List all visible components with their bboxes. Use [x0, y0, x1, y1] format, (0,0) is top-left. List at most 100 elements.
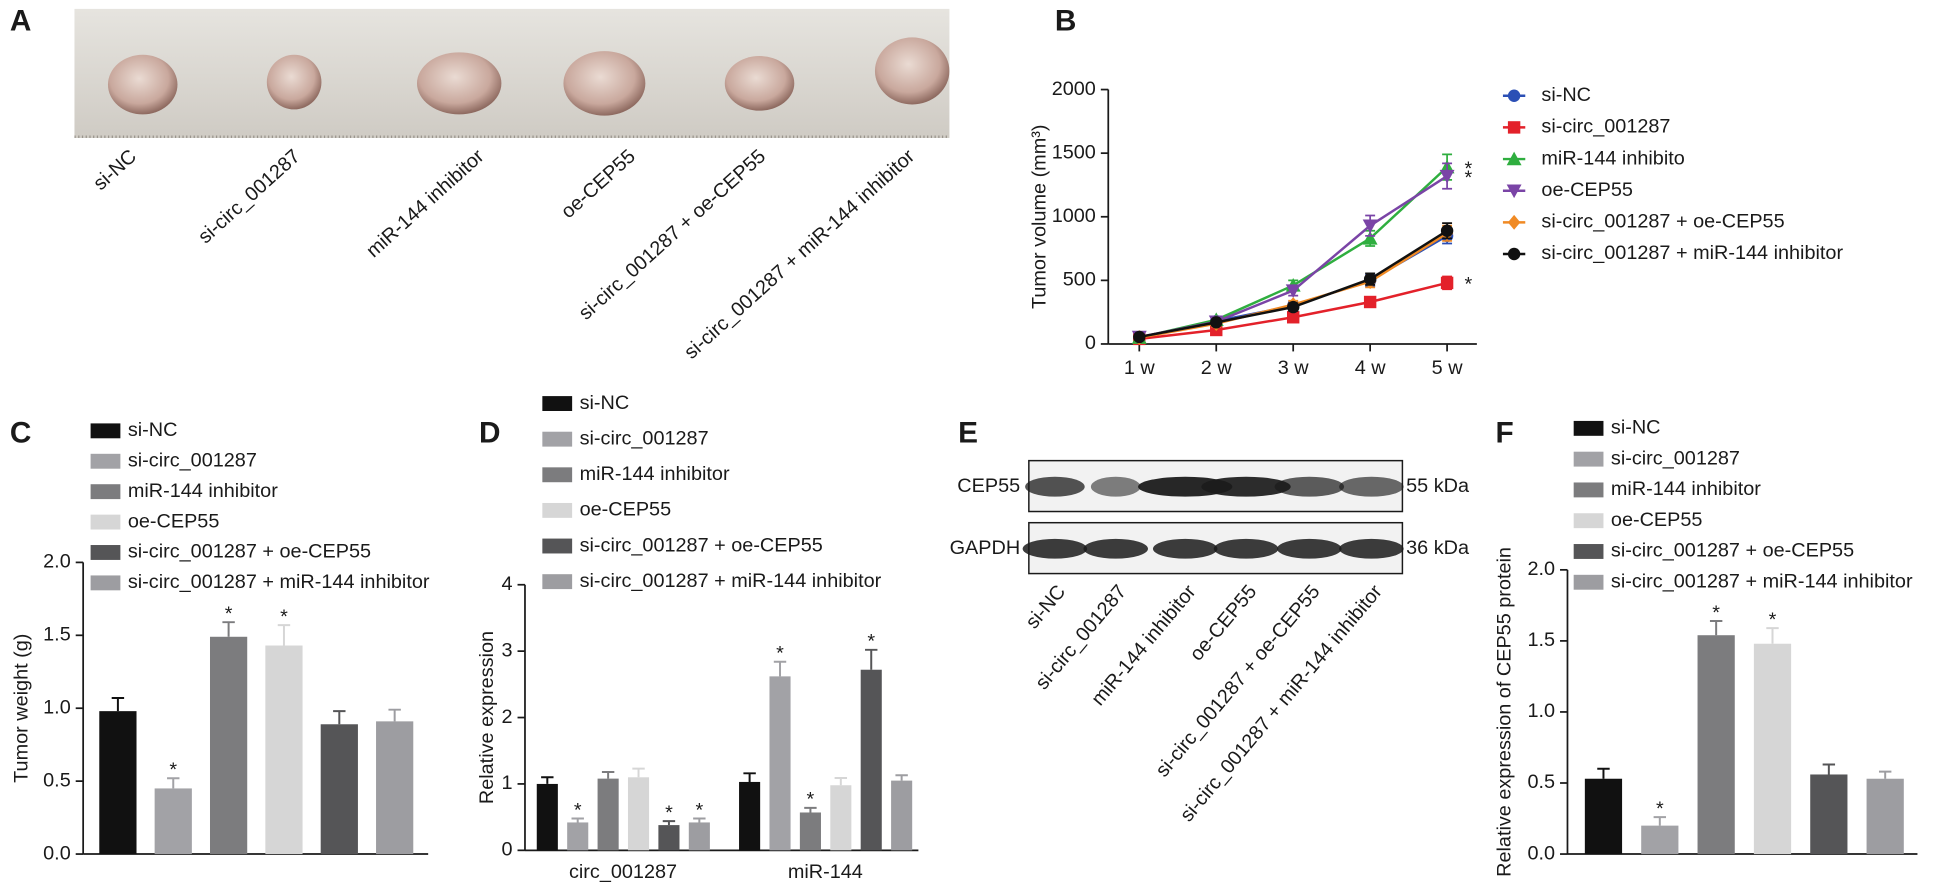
- legend-swatch: [542, 467, 573, 483]
- legend-swatch: [542, 431, 573, 447]
- significance: *: [169, 759, 177, 781]
- legend-swatch: [542, 396, 573, 411]
- legend-label: oe-CEP55: [1611, 509, 1703, 531]
- sample-label: si-NC: [89, 145, 141, 195]
- x-tick-label: 3 w: [1278, 357, 1310, 379]
- band: [1201, 476, 1291, 497]
- bar: [891, 780, 913, 851]
- bar: [830, 785, 852, 851]
- marker: [1286, 311, 1300, 324]
- marker: [1210, 316, 1223, 329]
- y-tick-label: 3: [502, 639, 513, 661]
- significance: *: [1464, 274, 1472, 296]
- y-tick-label: 1.0: [43, 696, 71, 718]
- bar: [627, 777, 650, 851]
- significance: *: [1464, 167, 1472, 189]
- marker: [1133, 330, 1146, 344]
- y-tick-label: 0.0: [43, 842, 71, 864]
- lane-label: si-NC: [1021, 581, 1070, 633]
- x-tick-label: 2 w: [1201, 357, 1233, 379]
- error-bar: [693, 817, 706, 823]
- bar: [536, 783, 558, 851]
- bar: [1866, 778, 1904, 855]
- bar: [567, 822, 589, 851]
- bar: [1810, 774, 1848, 855]
- legend-swatch: [90, 453, 121, 469]
- x-tick-label: circ_001287: [569, 861, 677, 883]
- marker: [1440, 224, 1454, 237]
- legend-label: si-NC: [580, 392, 630, 414]
- error-bar: [571, 817, 584, 823]
- error-bar: [333, 710, 346, 725]
- legend-swatch: [542, 502, 573, 518]
- y-tick-label: 0.5: [43, 769, 71, 791]
- band: [1277, 538, 1342, 559]
- band: [1274, 476, 1345, 497]
- y-tick-label: 1: [502, 772, 513, 794]
- marker: [1440, 276, 1454, 290]
- legend-label: oe-CEP55: [580, 499, 672, 521]
- error-bar: [773, 660, 787, 677]
- legend-label: si-circ_001287: [580, 427, 709, 449]
- marker: [1507, 121, 1521, 134]
- legend-label: si-NC: [1611, 417, 1661, 439]
- error-bar: [1766, 627, 1779, 644]
- marker: [1363, 272, 1377, 286]
- legend-label: oe-CEP55: [1541, 179, 1633, 201]
- legend-label: miR-144 inhibitor: [128, 480, 278, 502]
- error-bar: [601, 770, 615, 779]
- significance: *: [1464, 158, 1472, 180]
- x-tick-label: 5 w: [1432, 357, 1464, 379]
- error-bar: [111, 697, 125, 712]
- panel-label: F: [1495, 416, 1513, 449]
- y-tick-label: 2000: [1052, 78, 1096, 100]
- panel-label: D: [479, 416, 501, 449]
- bar: [209, 636, 248, 855]
- marker: [1507, 247, 1521, 261]
- row-label: CEP55: [957, 475, 1020, 497]
- significance: *: [225, 603, 233, 625]
- legend-label: oe-CEP55: [128, 510, 220, 532]
- legend-swatch: [90, 423, 121, 439]
- marker: [1506, 151, 1522, 166]
- bar: [1641, 825, 1679, 855]
- bar: [99, 711, 137, 855]
- band: [1339, 476, 1404, 497]
- marker: [1286, 300, 1300, 314]
- y-tick-label: 0.0: [1527, 842, 1555, 864]
- band: [1213, 538, 1279, 559]
- legend-swatch: [1573, 574, 1604, 590]
- legend-label: si-circ_001287 + oe-CEP55: [580, 534, 823, 556]
- marker: [1439, 169, 1455, 184]
- size-label: 55 kDa: [1406, 475, 1470, 497]
- error-bar: [1597, 767, 1610, 779]
- bar: [154, 788, 192, 855]
- sample-label: si-circ_001287: [194, 145, 305, 248]
- legend-swatch: [542, 538, 573, 554]
- significance: *: [807, 789, 815, 811]
- error-bar: [167, 777, 180, 789]
- y-axis-label: Relative expression: [476, 631, 498, 804]
- legend-swatch: [1573, 451, 1604, 467]
- significance: *: [280, 606, 288, 628]
- marker: [1506, 184, 1522, 199]
- legend-label: si-circ_001287 + oe-CEP55: [128, 541, 371, 563]
- bar: [1753, 643, 1792, 855]
- significance: *: [665, 802, 673, 824]
- legend-label: si-NC: [128, 419, 178, 441]
- bar: [1697, 635, 1735, 855]
- band: [1083, 538, 1148, 559]
- x-tick-label: 1 w: [1124, 357, 1156, 379]
- significance: *: [1769, 609, 1777, 631]
- band: [1090, 476, 1141, 497]
- bar: [739, 781, 761, 851]
- y-tick-label: 4: [502, 573, 513, 595]
- significance: *: [1712, 602, 1720, 624]
- error-bar: [541, 776, 554, 784]
- marker: [1507, 89, 1521, 102]
- error-bar: [662, 820, 676, 826]
- band: [1152, 538, 1218, 559]
- sample-label: oe-CEP55: [557, 145, 640, 223]
- error-bar: [834, 776, 848, 786]
- legend-label: si-NC: [1541, 84, 1591, 106]
